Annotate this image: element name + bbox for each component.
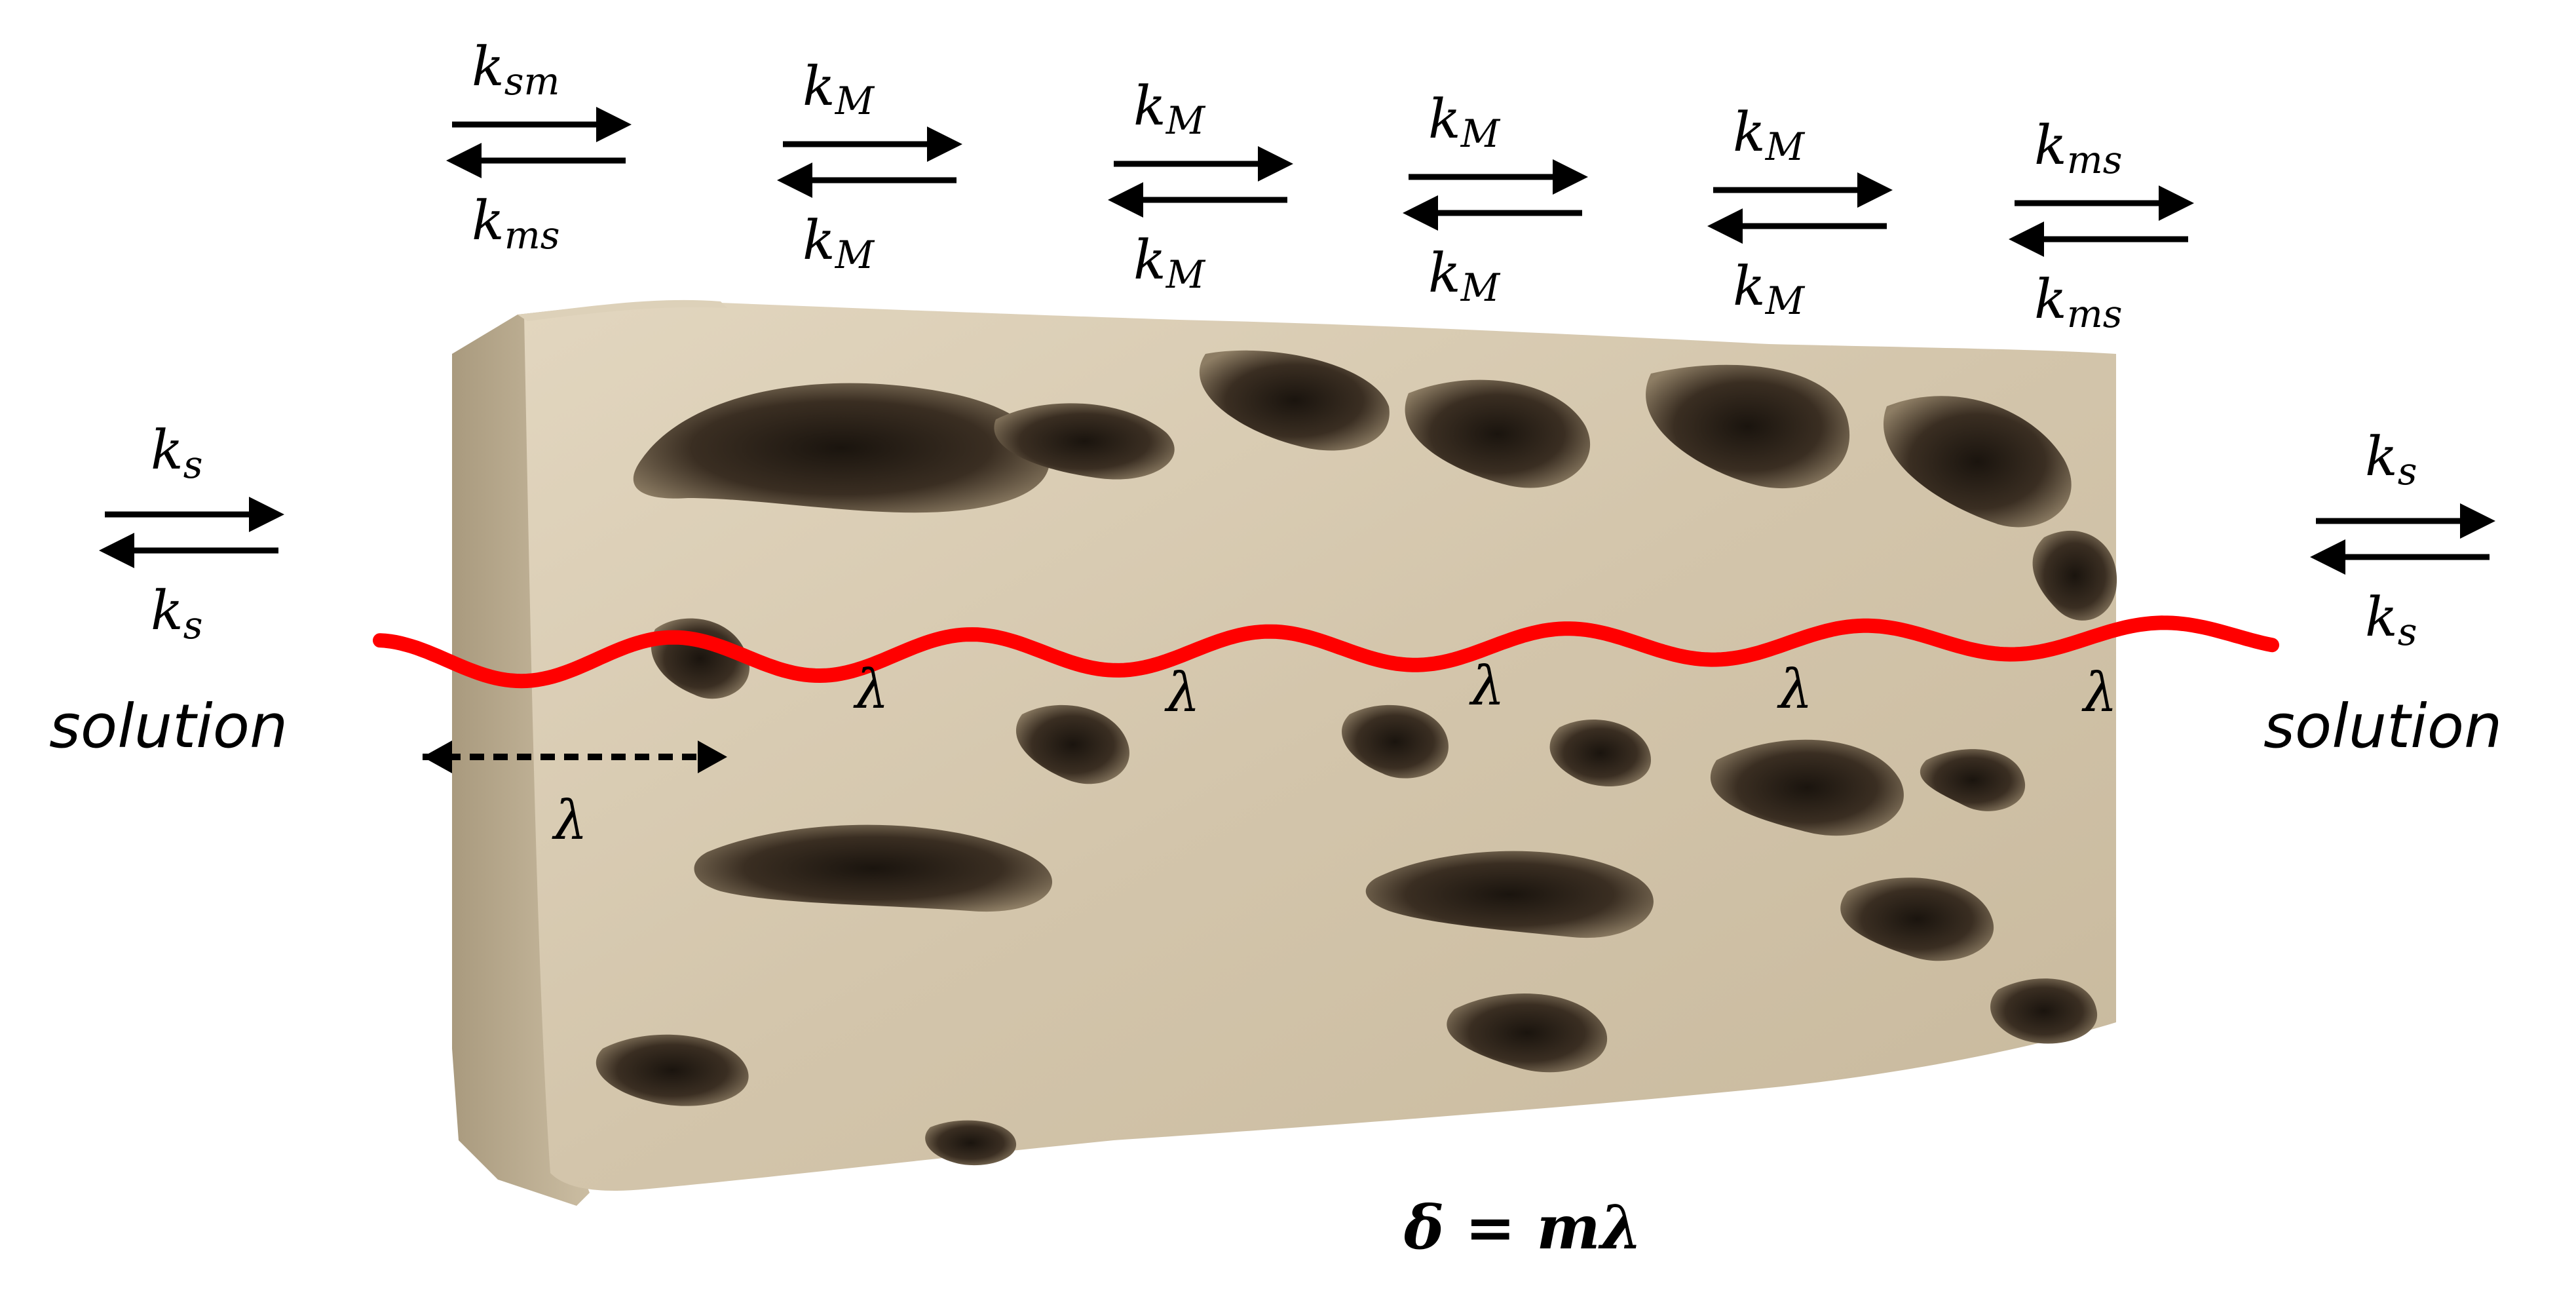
rate-pair-5: kM kM [1707, 102, 1893, 323]
forward-rate-label: kms [2034, 115, 2122, 182]
backward-rate-label: kms [472, 190, 559, 258]
block-top-edge [518, 299, 727, 321]
left-rate-top: ks [151, 419, 202, 487]
pore [1199, 350, 1390, 451]
left-solution-label: solution [49, 691, 288, 761]
top-rate-arrows: ksm kms kM kM kM kM kM kM kM kM kms kms [446, 36, 2194, 336]
right-rate-top: ks [2365, 426, 2417, 493]
concentration-wave [373, 615, 2279, 689]
pore [633, 383, 1050, 513]
lambda-label-4: λ [1777, 659, 1813, 721]
backward-rate-label: kM [1133, 229, 1206, 297]
pore [994, 403, 1175, 480]
rate-pair-3: kM kM [1108, 75, 1293, 297]
pore [1990, 978, 2098, 1044]
block-front-face [524, 301, 2116, 1191]
pore [596, 1034, 749, 1106]
forward-rate-label: kM [1733, 102, 1806, 169]
pore [694, 824, 1053, 912]
rate-pair-2: kM kM [777, 56, 962, 277]
pore [1840, 877, 1994, 961]
pore [1883, 396, 2072, 528]
pore [1015, 704, 1129, 784]
forward-rate-label: kM [1133, 75, 1206, 143]
backward-rate-label: kM [1428, 242, 1501, 310]
dashed-arrowhead-right [698, 741, 727, 773]
thickness-equation: δ = mλ [1403, 1192, 1642, 1263]
dashed-arrowhead-left [423, 741, 452, 773]
pore [1549, 720, 1651, 786]
pore [1447, 993, 1608, 1073]
left-rate-arrows: ks ks solution [49, 419, 288, 761]
pore [1710, 739, 1904, 836]
right-solution-label: solution [2263, 691, 2502, 761]
lambda-label-5: λ [2081, 662, 2117, 724]
pore [1920, 749, 2026, 811]
lambda-label-3: λ [1469, 655, 1505, 718]
pore [2032, 530, 2117, 621]
porous-block [452, 299, 2117, 1206]
right-rate-bottom: ks [2365, 587, 2417, 654]
right-rate-arrows: ks ks solution [2263, 426, 2502, 761]
pore [1405, 379, 1591, 488]
pore [1646, 364, 1850, 489]
lambda-label-1: λ [853, 659, 889, 721]
pore [925, 1120, 1017, 1166]
pore [1342, 704, 1449, 779]
pore [1365, 851, 1654, 938]
forward-rate-label: kM [1428, 88, 1501, 156]
rate-pair-4: kM kM [1403, 88, 1588, 310]
forward-rate-label: kM [803, 56, 875, 123]
rate-pair-1: ksm kms [446, 36, 632, 258]
pores [596, 350, 2117, 1166]
rate-pair-6: kms kms [2009, 115, 2194, 336]
lambda-label-2: λ [1164, 662, 1200, 724]
left-rate-bottom: ks [151, 580, 202, 647]
dashed-wavelength-arrow: λ [423, 741, 727, 852]
backward-rate-label: kM [803, 210, 875, 277]
forward-rate-label: ksm [472, 36, 559, 104]
dashed-lambda-label: λ [552, 790, 588, 852]
backward-rate-label: kM [1733, 256, 1806, 323]
backward-rate-label: kms [2034, 269, 2122, 336]
